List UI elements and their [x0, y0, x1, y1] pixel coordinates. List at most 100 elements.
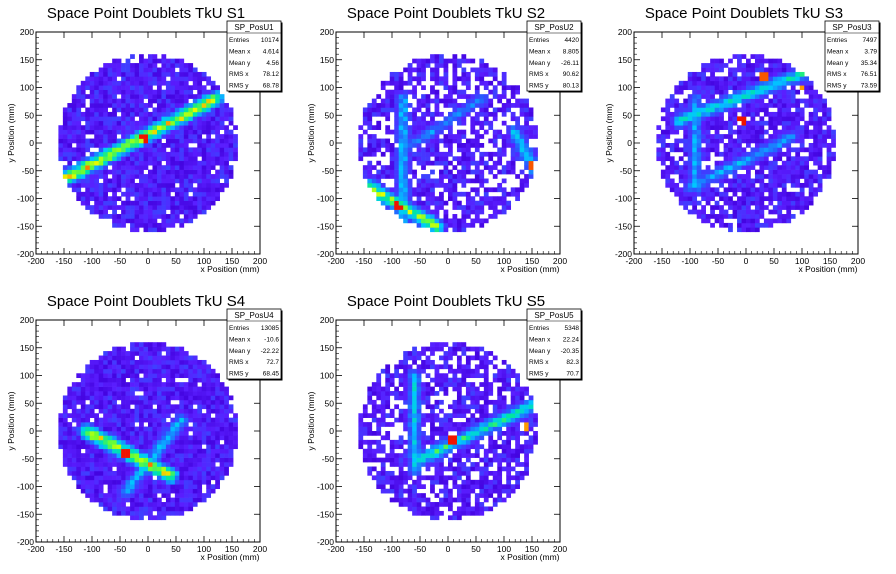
heatmap-cell	[728, 111, 733, 117]
y-tick-label: -100	[317, 194, 334, 204]
heatmap-cell	[206, 453, 212, 458]
heatmap-cell	[524, 178, 529, 184]
heatmap-cell	[804, 205, 810, 210]
heatmap-cell	[161, 453, 167, 458]
heatmap-cell	[156, 80, 162, 86]
heatmap-cell	[98, 76, 104, 82]
heatmap-cell	[470, 103, 476, 108]
heatmap-cell	[215, 111, 220, 117]
heatmap-cell	[371, 165, 377, 170]
heatmap-cell	[443, 156, 449, 162]
heatmap-cell	[197, 98, 203, 104]
heatmap-cell	[380, 187, 386, 193]
heatmap-cell	[148, 76, 153, 82]
heatmap-cell	[777, 120, 783, 126]
heatmap-cell	[67, 431, 73, 436]
heatmap-cell	[470, 125, 476, 130]
heatmap-cell	[112, 479, 117, 485]
heatmap-cell	[179, 138, 185, 144]
heatmap-cell	[683, 138, 689, 144]
heatmap-cell	[94, 209, 100, 215]
heatmap-cell	[165, 470, 171, 476]
heatmap-cell	[380, 182, 386, 188]
heatmap-cell	[728, 196, 733, 202]
heatmap-cell	[85, 448, 91, 454]
heatmap-cell	[669, 103, 675, 108]
heatmap-cell	[98, 89, 104, 95]
heatmap-cell	[430, 151, 435, 157]
heatmap-cell	[201, 373, 207, 379]
heatmap-cell	[380, 196, 386, 202]
heatmap-cell	[224, 147, 229, 153]
heatmap-cell	[705, 187, 711, 193]
heatmap-cell	[528, 160, 534, 166]
heatmap-cell	[170, 417, 176, 423]
y-tick-label: 0	[329, 138, 334, 148]
heatmap-cell	[817, 120, 823, 126]
heatmap-cell	[759, 67, 765, 73]
heatmap-cell	[161, 475, 167, 481]
heatmap-cell	[741, 63, 747, 68]
heatmap-cell	[165, 351, 171, 356]
heatmap-cell	[112, 435, 117, 441]
heatmap-cell	[143, 404, 149, 410]
heatmap-cell	[107, 448, 113, 454]
heatmap-cell	[669, 165, 675, 170]
heatmap-cell	[192, 502, 198, 507]
heatmap-cell	[781, 120, 787, 126]
heatmap-cell	[443, 165, 449, 170]
heatmap-cell	[461, 67, 467, 73]
heatmap-cell	[58, 431, 64, 436]
heatmap-cell	[174, 111, 180, 117]
heatmap-cell	[817, 160, 823, 166]
heatmap-cell	[103, 156, 108, 162]
heatmap-cell	[781, 111, 787, 117]
heatmap-cell	[152, 63, 158, 68]
heatmap-cell	[192, 111, 198, 117]
heatmap-cell	[510, 169, 516, 175]
heatmap-cell	[130, 222, 135, 228]
heatmap-cell	[795, 165, 801, 170]
heatmap-cell	[465, 165, 471, 170]
x-axis-label: x Position (mm)	[500, 264, 559, 274]
heatmap-cell	[754, 85, 760, 91]
heatmap-cell	[456, 134, 462, 139]
heatmap-cell	[461, 169, 467, 175]
heatmap-cell	[795, 160, 801, 166]
heatmap-cell	[188, 479, 194, 485]
heatmap-cell	[376, 470, 382, 476]
heatmap-cell	[705, 143, 711, 148]
heatmap-cell	[179, 413, 185, 418]
y-tick-label: 150	[320, 55, 334, 65]
heatmap-cell	[125, 85, 131, 91]
heatmap-cell	[89, 395, 95, 401]
heatmap-cell	[179, 382, 185, 387]
heatmap-cell	[524, 134, 529, 139]
heatmap-cell	[107, 359, 113, 365]
heatmap-cell	[732, 67, 738, 73]
heatmap-cell	[89, 382, 95, 387]
heatmap-cell	[170, 178, 176, 184]
heatmap-cell	[228, 169, 234, 175]
heatmap-cell	[665, 103, 671, 108]
heatmap-cell	[759, 63, 765, 68]
stats-value: 4.614	[263, 48, 280, 55]
heatmap-cell	[192, 462, 198, 467]
heatmap-cell	[474, 214, 480, 219]
heatmap-cell	[188, 67, 194, 73]
heatmap-cell	[430, 160, 435, 166]
heatmap-cell	[62, 413, 68, 418]
heatmap-cell	[456, 103, 462, 108]
heatmap-cell	[741, 214, 747, 219]
heatmap-cell	[385, 165, 391, 170]
heatmap-cell	[808, 111, 814, 117]
heatmap-cell	[421, 67, 426, 73]
heatmap-cell	[156, 138, 162, 144]
heatmap-cell	[152, 488, 158, 494]
heatmap-cell	[107, 368, 113, 374]
heatmap-cell	[85, 386, 91, 392]
heatmap-cell	[795, 138, 801, 144]
heatmap-cell	[799, 209, 805, 215]
heatmap-cell	[452, 80, 458, 86]
heatmap-cell	[772, 116, 778, 122]
